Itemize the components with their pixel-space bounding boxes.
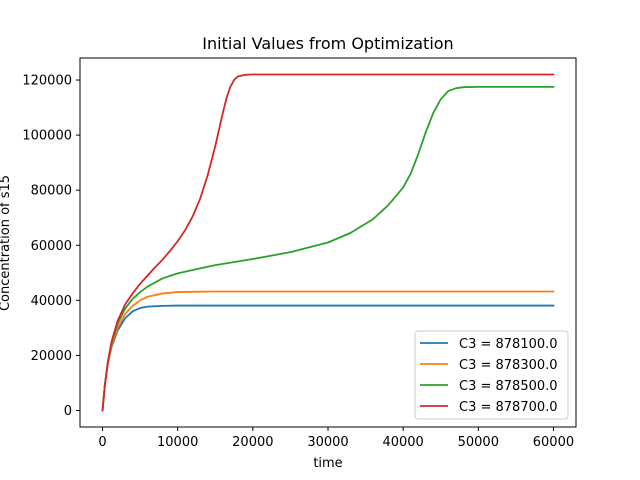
x-tick-label: 20000 <box>232 435 273 450</box>
y-tick-label: 80000 <box>31 184 72 199</box>
y-axis-label: Concentration of s15 <box>0 175 13 311</box>
series-line-3 <box>101 86 555 412</box>
legend-label: C3 = 878700.0 <box>459 400 558 415</box>
chart-title: Initial Values from Optimization <box>202 34 453 53</box>
y-tick-label: 120000 <box>22 74 72 89</box>
x-axis-ticks: 0 10000 20000 30000 40000 50000 60000 <box>98 427 574 450</box>
legend-frame <box>414 330 569 420</box>
legend: C3 = 878100.0 C3 = 878300.0 C3 = 878500.0 C… <box>414 330 569 420</box>
x-tick-label: 10000 <box>157 435 198 450</box>
legend-entries: C3 = 878100.0 C3 = 878300.0 C3 = 878500.0 C… <box>420 337 558 415</box>
y-tick-label: 100000 <box>22 129 72 144</box>
plot-lines <box>101 73 555 412</box>
x-tick-label: 30000 <box>307 435 348 450</box>
legend-label: C3 = 878100.0 <box>459 337 558 352</box>
y-tick-label: 20000 <box>31 349 72 364</box>
y-tick-label: 60000 <box>31 239 72 254</box>
series-line-4 <box>101 73 555 412</box>
legend-label: C3 = 878300.0 <box>459 358 558 373</box>
legend-label: C3 = 878500.0 <box>459 379 558 394</box>
y-tick-label: 40000 <box>31 294 72 309</box>
x-tick-label: 60000 <box>533 435 574 450</box>
y-axis-ticks: 0 20000 40000 60000 80000 100000 120000 <box>22 74 80 419</box>
x-axis-label: time <box>313 456 342 471</box>
x-tick-label: 0 <box>98 435 106 450</box>
x-tick-label: 50000 <box>458 435 499 450</box>
y-tick-label: 0 <box>64 404 72 419</box>
x-tick-label: 40000 <box>382 435 423 450</box>
